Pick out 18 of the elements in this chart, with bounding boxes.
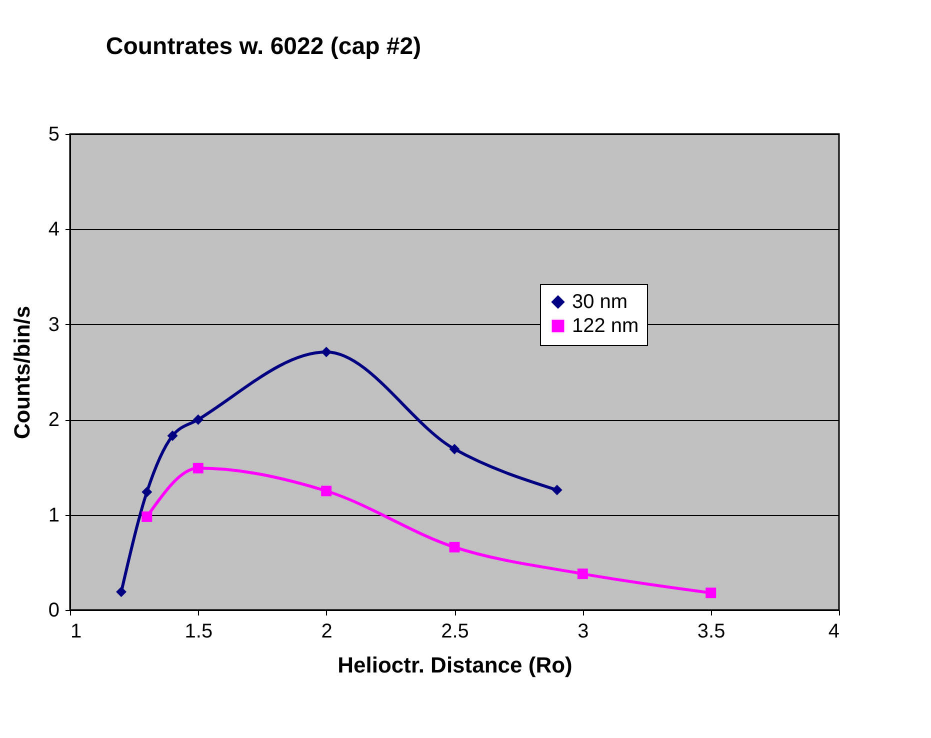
legend-label: 30 nm [572, 291, 628, 313]
y-tick-label: 1 [48, 504, 60, 526]
x-tick-label: 4 [828, 620, 840, 642]
y-tick-label: 3 [48, 314, 60, 336]
x-tick-label: 1 [70, 620, 82, 642]
chart-title: Countrates w. 6022 (cap #2) [106, 33, 422, 60]
x-tick-label: 3 [578, 620, 589, 642]
y-tick-label: 4 [48, 218, 60, 241]
x-tick-label: 3.5 [697, 620, 726, 642]
x-tick-label: 1.5 [184, 620, 213, 642]
y-axis-title: Counts/bin/s [9, 306, 34, 440]
legend-label: 122 nm [572, 315, 639, 337]
x-tick-label: 2.5 [441, 620, 469, 642]
x-axis-title: Helioctr. Distance (Ro) [338, 652, 572, 678]
y-tick-label: 2 [48, 409, 60, 432]
y-tick-label: 5 [48, 124, 60, 146]
x-tick-label: 2 [321, 620, 332, 642]
y-tick-label: 0 [48, 600, 60, 622]
